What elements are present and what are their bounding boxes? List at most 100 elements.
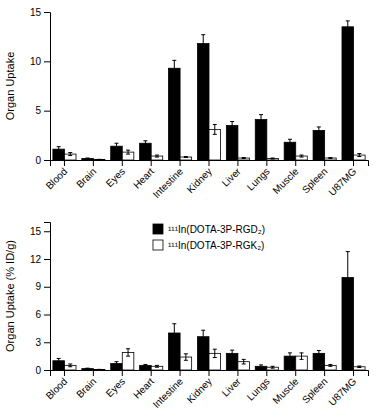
x-tick: Intestine — [151, 160, 186, 200]
error-bar — [259, 365, 263, 368]
x-tick: Intestine — [151, 370, 186, 410]
y-tick: 12 — [30, 254, 50, 265]
tick-mark — [93, 370, 94, 376]
bar — [180, 157, 192, 160]
tick-mark — [151, 370, 152, 376]
tick-label: Brain — [74, 376, 98, 400]
tick-label: 9 — [35, 281, 41, 292]
x-axis: BloodBrainEyesHeartIntestineKidneyLiverL… — [44, 160, 369, 200]
error-bar — [213, 349, 217, 357]
y-tick: 15 — [30, 226, 50, 237]
tick-label: 6 — [35, 309, 41, 320]
tick-label: Intestine — [151, 375, 186, 410]
x-axis: BloodBrainEyesHeartIntestineKidneyLiverL… — [44, 370, 369, 410]
y-axis-title: Organ Uptake (% ID/g) — [4, 240, 16, 352]
chart-panel: BloodBrainEyesHeartIntestineKidneyLiverL… — [4, 7, 369, 200]
error-bar — [230, 122, 234, 130]
axis-line — [44, 13, 51, 161]
tick-label: 10 — [30, 56, 42, 67]
axis-line — [51, 161, 369, 167]
tick-mark — [44, 259, 50, 260]
tick-mark — [151, 160, 152, 166]
tick-mark — [44, 231, 50, 232]
error-bar — [213, 124, 217, 134]
x-tick: Kidney — [185, 370, 214, 405]
error-bar — [346, 21, 350, 33]
bar — [342, 27, 354, 160]
error-bar — [126, 349, 130, 356]
bar-series — [64, 124, 365, 160]
tick-label: 15 — [30, 7, 42, 18]
bar — [313, 130, 325, 160]
tick-label: Kidney — [185, 376, 214, 405]
y-tick: 15 — [30, 7, 50, 18]
error-bar — [155, 365, 159, 367]
x-tick: Eyes — [104, 160, 128, 189]
x-tick: Lungs — [245, 370, 272, 403]
error-bar — [317, 351, 321, 357]
bar — [238, 158, 250, 160]
x-tick: Blood — [44, 370, 70, 402]
tick-mark — [44, 160, 50, 161]
tick-mark — [295, 160, 296, 166]
error-bar — [68, 153, 72, 156]
y-axis: 051015 — [30, 7, 51, 166]
x-tick: Liver — [220, 160, 244, 189]
error-bar — [184, 354, 188, 360]
error-bar — [230, 350, 234, 356]
tick-label: Heart — [131, 166, 156, 191]
error-bar — [242, 157, 246, 159]
legend: ¹¹¹In(DOTA-3P-RGD₂)¹¹¹In(DOTA-3P-RGK₂) — [153, 224, 265, 251]
tick-label: Intestine — [151, 165, 186, 200]
error-bar — [357, 366, 361, 367]
tick-label: 0 — [35, 365, 41, 376]
y-tick: 10 — [30, 56, 50, 67]
error-bar — [184, 156, 188, 158]
bar — [325, 158, 337, 160]
x-tick: Brain — [74, 370, 98, 400]
error-bar — [114, 143, 118, 149]
tick-label: Spleen — [300, 376, 330, 406]
x-tick: Liver — [220, 370, 244, 399]
legend-label: ¹¹¹In(DOTA-3P-RGD₂) — [168, 224, 265, 235]
y-tick: 0 — [35, 365, 50, 376]
tick-mark — [64, 160, 65, 166]
legend-swatch — [153, 224, 163, 234]
bar — [151, 156, 163, 160]
tick-label: Liver — [220, 165, 244, 189]
error-bar — [328, 364, 332, 366]
error-bar — [57, 147, 61, 152]
x-tick: Eyes — [104, 370, 128, 399]
bar — [82, 159, 94, 160]
tick-mark — [209, 370, 210, 376]
tick-label: Muscle — [270, 375, 300, 405]
bar — [255, 120, 267, 160]
bar — [82, 369, 94, 370]
bar-series — [53, 252, 354, 370]
error-bar — [97, 159, 101, 160]
error-bar — [155, 155, 159, 157]
chart-root: BloodBrainEyesHeartIntestineKidneyLiverL… — [0, 0, 380, 420]
tick-mark — [324, 160, 325, 166]
x-tick: Heart — [131, 160, 156, 191]
tick-mark — [44, 111, 50, 112]
x-tick: U87MG — [326, 370, 358, 408]
error-bar — [143, 141, 147, 146]
tick-label: Blood — [44, 376, 70, 402]
error-bar — [172, 324, 176, 343]
x-tick: Muscle — [270, 370, 300, 406]
tick-mark — [44, 370, 50, 371]
error-bar — [328, 157, 332, 159]
bar — [296, 156, 308, 160]
tick-label: 0 — [35, 155, 41, 166]
tick-label: Heart — [131, 376, 156, 401]
tick-label: 15 — [30, 226, 42, 237]
x-tick: Lungs — [245, 160, 272, 193]
tick-mark — [122, 160, 123, 166]
error-bar — [126, 150, 130, 154]
axis-line — [44, 223, 51, 371]
tick-mark — [44, 12, 50, 13]
error-bar — [114, 362, 118, 366]
error-bar — [300, 353, 304, 359]
bar — [140, 365, 152, 370]
